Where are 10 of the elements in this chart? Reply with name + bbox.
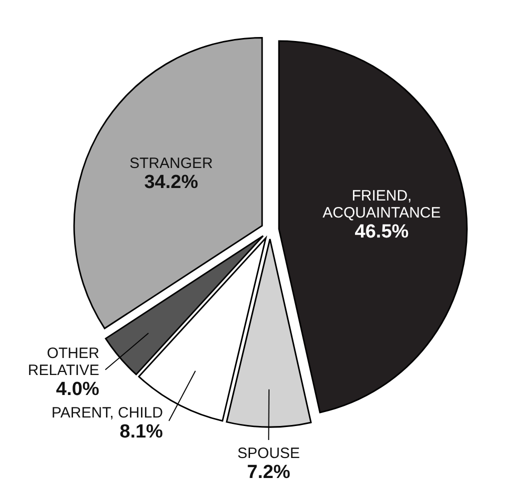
slice-label: STRANGER (129, 154, 214, 172)
data-label: 46.5% (354, 222, 409, 243)
data-label: 8.1% (120, 421, 164, 442)
slice-label: PARENT, CHILD (52, 404, 164, 422)
data-label: 34.2% (144, 172, 198, 193)
data-label: 4.0% (56, 378, 100, 400)
slice-label: FRIEND, ACQUAINTANCE (322, 188, 441, 222)
data-label: 7.2% (246, 462, 290, 483)
slice-label: SPOUSE (237, 444, 300, 462)
slice-label: OTHER RELATIVE (28, 344, 100, 379)
